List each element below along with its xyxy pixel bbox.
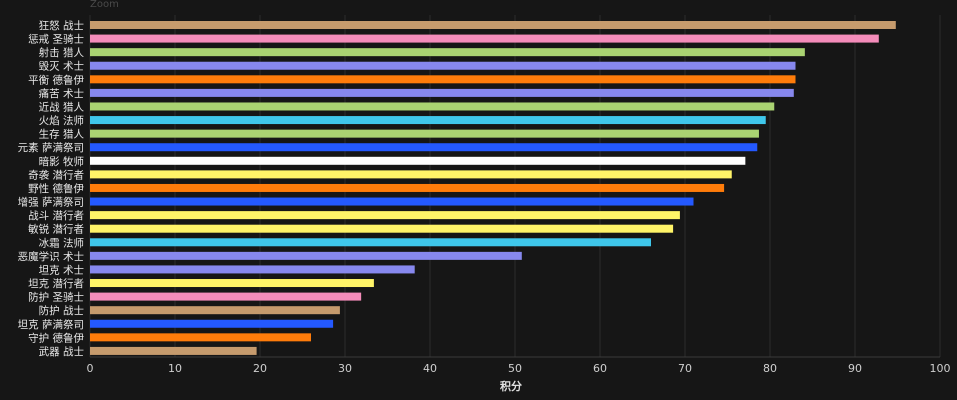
bar[interactable] xyxy=(90,143,758,152)
bar[interactable] xyxy=(90,21,896,29)
category-label: 恶魔学识 术士 xyxy=(18,250,84,263)
bar[interactable] xyxy=(90,319,334,328)
category-label: 冰霜 法师 xyxy=(39,236,84,249)
x-tick-label: 70 xyxy=(678,362,692,375)
bar[interactable] xyxy=(90,88,794,97)
bar[interactable] xyxy=(90,116,766,125)
bar[interactable] xyxy=(90,238,651,247)
category-label: 坦克 萨满祭司 xyxy=(18,318,84,331)
zoom-label[interactable]: Zoom xyxy=(90,0,119,10)
category-label: 狂怒 战士 xyxy=(39,19,84,32)
category-label: 战斗 潜行者 xyxy=(28,209,84,222)
bar[interactable] xyxy=(90,183,725,192)
category-label: 防护 圣骑士 xyxy=(28,291,84,304)
bar[interactable] xyxy=(90,48,805,57)
bar[interactable] xyxy=(90,251,522,260)
x-tick-label: 0 xyxy=(87,362,94,375)
category-label: 敏锐 潜行者 xyxy=(28,223,84,236)
category-label: 增强 萨满祭司 xyxy=(18,196,84,209)
bar[interactable] xyxy=(90,224,674,233)
category-label: 元素 萨满祭司 xyxy=(18,141,84,154)
x-axis-title: 积分 xyxy=(500,379,522,393)
bar[interactable] xyxy=(90,34,879,43)
x-tick-label: 40 xyxy=(423,362,437,375)
category-label: 坦克 潜行者 xyxy=(28,277,84,290)
bar[interactable] xyxy=(90,333,311,342)
bar[interactable] xyxy=(90,156,746,165)
bar[interactable] xyxy=(90,265,415,274)
x-tick-label: 50 xyxy=(508,362,522,375)
category-label: 平衡 德鲁伊 xyxy=(28,73,84,86)
bar[interactable] xyxy=(90,197,694,206)
bar[interactable] xyxy=(90,306,340,315)
bar[interactable] xyxy=(90,129,759,138)
bar[interactable] xyxy=(90,61,796,70)
bar[interactable] xyxy=(90,211,680,220)
x-tick-label: 30 xyxy=(338,362,352,375)
bar[interactable] xyxy=(90,292,362,301)
bar[interactable] xyxy=(90,279,374,288)
x-tick-label: 100 xyxy=(930,362,951,375)
bar[interactable] xyxy=(90,102,775,111)
x-tick-label: 90 xyxy=(848,362,862,375)
bar[interactable] xyxy=(90,170,732,179)
category-label: 痛苦 术士 xyxy=(39,87,84,100)
x-tick-label: 60 xyxy=(593,362,607,375)
category-label: 武器 战士 xyxy=(39,345,84,358)
bar[interactable] xyxy=(90,346,257,355)
category-label: 近战 猎人 xyxy=(39,100,85,113)
category-label: 坦克 术士 xyxy=(39,263,84,276)
category-label: 射击 猎人 xyxy=(39,46,85,59)
category-label: 奇袭 潜行者 xyxy=(28,168,84,181)
category-label: 火焰 法师 xyxy=(39,114,84,127)
x-tick-label: 80 xyxy=(763,362,777,375)
x-tick-label: 20 xyxy=(253,362,267,375)
bar[interactable] xyxy=(90,75,796,84)
category-label: 守护 德鲁伊 xyxy=(28,331,84,344)
category-label: 暗影 牧师 xyxy=(39,155,84,168)
category-label: 生存 猎人 xyxy=(39,128,85,141)
category-label: 毁灭 术士 xyxy=(39,60,84,73)
x-tick-label: 10 xyxy=(168,362,182,375)
category-label: 惩戒 圣骑士 xyxy=(28,33,84,46)
category-label: 防护 战士 xyxy=(39,304,84,317)
category-label: 野性 德鲁伊 xyxy=(28,182,84,195)
